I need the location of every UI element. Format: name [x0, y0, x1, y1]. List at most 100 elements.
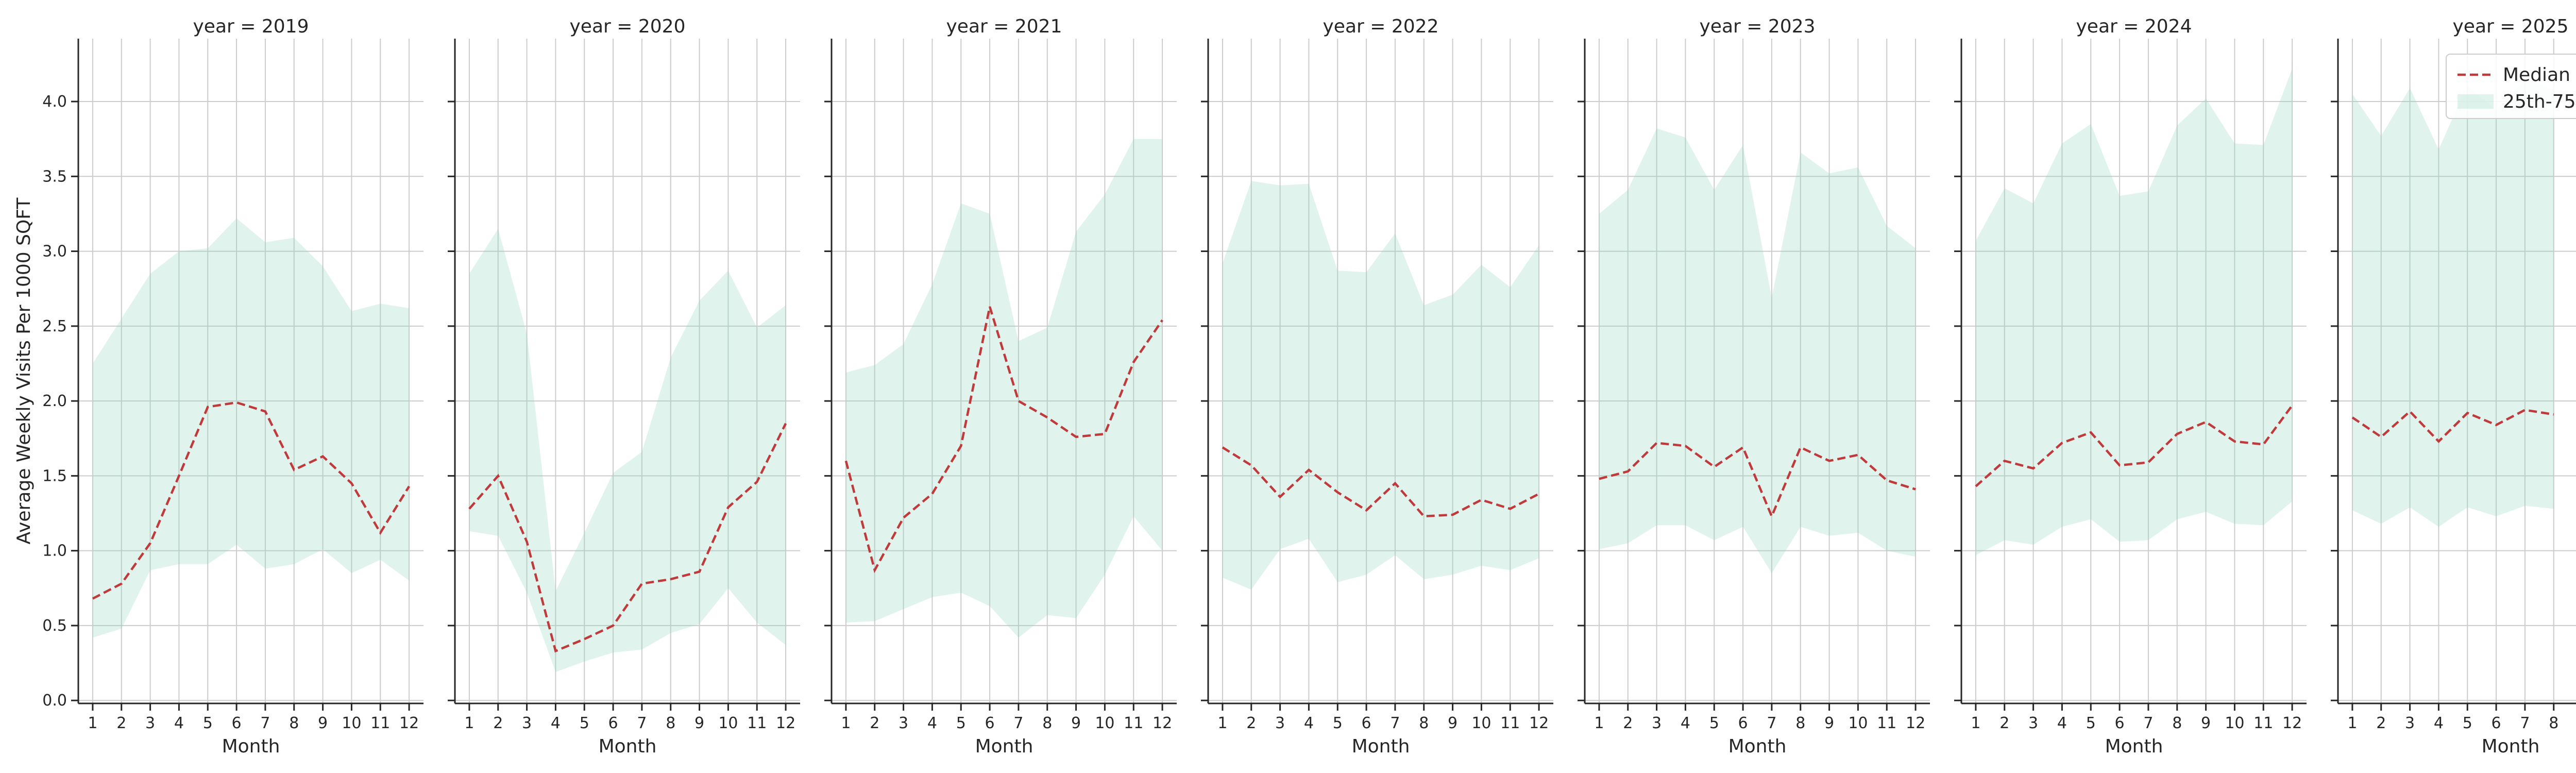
x-axis-label: Month	[1352, 736, 1410, 757]
x-tick-label: 1	[88, 714, 97, 732]
x-tick-label: 5	[203, 714, 213, 732]
panel-title: year = 2025	[2453, 16, 2569, 37]
x-tick-label: 2	[1246, 714, 1256, 732]
x-tick-label: 9	[1071, 714, 1081, 732]
x-tick-label: 3	[145, 714, 155, 732]
x-tick-label: 2	[116, 714, 126, 732]
x-tick-label: 5	[1709, 714, 1719, 732]
x-axis-label: Month	[2482, 736, 2540, 757]
median-line	[1975, 405, 2293, 488]
x-tick-label: 11	[1877, 714, 1896, 732]
x-tick-label: 12	[2282, 714, 2302, 732]
x-tick-label: 3	[2028, 714, 2038, 732]
panel-title: year = 2022	[1323, 16, 1439, 37]
x-tick-label: 5	[2086, 714, 2096, 732]
x-tick-label: 7	[260, 714, 270, 732]
panel-title: year = 2019	[193, 16, 309, 37]
x-tick-label: 12	[1906, 714, 1925, 732]
x-tick-label: 6	[2115, 714, 2125, 732]
x-axis-label: Month	[599, 736, 657, 757]
percentile-band	[2352, 79, 2554, 527]
x-tick-label: 7	[2520, 714, 2530, 732]
x-tick-label: 1	[841, 714, 851, 732]
y-tick-label: 0.5	[42, 617, 67, 635]
x-tick-label: 8	[2172, 714, 2182, 732]
y-axis-label: Average Weekly Visits Per 1000 SQFT	[13, 197, 35, 545]
x-axis-label: Month	[2105, 736, 2163, 757]
x-tick-label: 8	[1042, 714, 1052, 732]
x-tick-label: 9	[694, 714, 704, 732]
x-tick-label: 10	[2225, 714, 2244, 732]
x-tick-label: 6	[2492, 714, 2501, 732]
median-line	[92, 401, 411, 600]
x-tick-label: 1	[1971, 714, 1980, 732]
panel-title: year = 2023	[1700, 16, 1816, 37]
x-tick-label: 7	[1390, 714, 1400, 732]
percentile-band	[1975, 69, 2293, 556]
x-tick-label: 7	[637, 714, 647, 732]
x-tick-label: 4	[1681, 714, 1690, 732]
x-tick-label: 3	[2405, 714, 2415, 732]
x-tick-label: 10	[718, 714, 738, 732]
median-line	[1599, 442, 1916, 519]
x-tick-label: 9	[1448, 714, 1458, 732]
x-tick-label: 9	[1824, 714, 1834, 732]
x-tick-label: 10	[342, 714, 361, 732]
x-axis-label: Month	[222, 736, 280, 757]
x-tick-label: 7	[1013, 714, 1023, 732]
y-tick-label: 1.5	[42, 467, 67, 485]
x-tick-label: 6	[232, 714, 242, 732]
y-tick-label: 3.0	[42, 243, 67, 261]
x-tick-label: 6	[1362, 714, 1371, 732]
x-tick-label: 10	[1848, 714, 1868, 732]
x-tick-label: 10	[1471, 714, 1491, 732]
x-tick-label: 3	[522, 714, 532, 732]
facet-panels: 0.00.51.01.52.02.53.03.54.01 2 3 4 5 6 7 8 9 10 11…	[42, 16, 2576, 757]
x-tick-label: 11	[1124, 714, 1143, 732]
x-tick-label: 6	[1738, 714, 1748, 732]
x-tick-label: 9	[318, 714, 328, 732]
facet-panel-1: 0.00.51.01.52.02.53.03.54.01 2 3 4 5 6 7 8 9 10 11…	[42, 16, 423, 757]
x-tick-label: 6	[608, 714, 618, 732]
x-tick-label: 2	[1999, 714, 2009, 732]
x-tick-label: 1	[464, 714, 474, 732]
x-tick-label: 4	[1304, 714, 1314, 732]
x-tick-label: 12	[776, 714, 795, 732]
percentile-band	[845, 139, 1163, 638]
percentile-band	[1599, 128, 1916, 574]
panel-title: year = 2020	[570, 16, 686, 37]
y-tick-label: 1.0	[42, 542, 67, 560]
x-tick-label: 8	[1795, 714, 1805, 732]
x-axis-label: Month	[1728, 736, 1787, 757]
x-tick-label: 12	[1153, 714, 1172, 732]
x-tick-label: 8	[1419, 714, 1429, 732]
x-tick-label: 1	[1217, 714, 1227, 732]
y-tick-label: 4.0	[42, 93, 67, 111]
x-tick-label: 11	[1500, 714, 1520, 732]
x-tick-label: 10	[1095, 714, 1114, 732]
x-tick-label: 5	[956, 714, 966, 732]
x-tick-label: 4	[551, 714, 561, 732]
x-tick-label: 4	[2434, 714, 2444, 732]
x-tick-label: 5	[580, 714, 589, 732]
x-tick-label: 5	[2463, 714, 2472, 732]
x-tick-label: 5	[1333, 714, 1343, 732]
panel-title: year = 2021	[946, 16, 1062, 37]
x-tick-label: 1	[1594, 714, 1604, 732]
x-tick-label: 12	[1529, 714, 1549, 732]
x-tick-label: 4	[174, 714, 184, 732]
x-tick-label: 2	[870, 714, 879, 732]
x-tick-label: 8	[666, 714, 675, 732]
x-tick-label: 8	[2549, 714, 2558, 732]
percentile-band	[1222, 181, 1539, 590]
percentile-band	[469, 229, 786, 672]
legend-band-label: 25th-75th Percentile	[2503, 91, 2576, 112]
median-line	[2351, 409, 2554, 443]
median-line	[844, 306, 1163, 574]
